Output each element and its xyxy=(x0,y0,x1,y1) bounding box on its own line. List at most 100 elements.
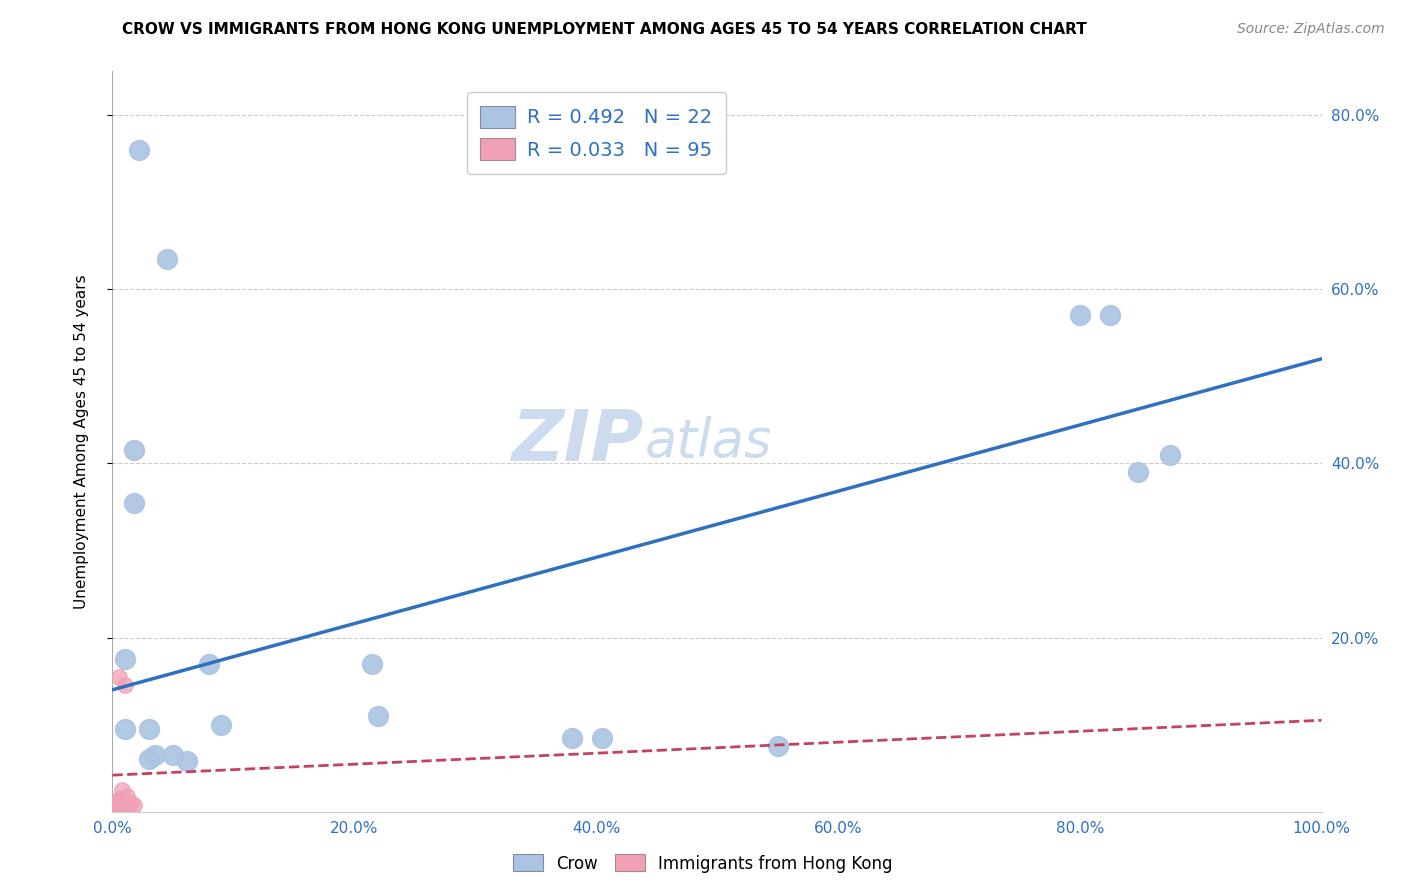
Point xyxy=(105,796,128,810)
Point xyxy=(111,797,134,812)
Point xyxy=(105,801,128,815)
Point xyxy=(107,800,129,814)
Point xyxy=(105,801,128,815)
Point xyxy=(104,803,127,817)
Point xyxy=(110,798,132,813)
Point xyxy=(591,731,613,745)
Point xyxy=(103,802,125,816)
Point xyxy=(1159,448,1181,462)
Point xyxy=(107,800,129,814)
Point xyxy=(105,802,128,816)
Point xyxy=(112,797,135,811)
Point xyxy=(105,802,128,816)
Point xyxy=(108,800,131,814)
Point xyxy=(110,798,132,813)
Point xyxy=(105,801,128,815)
Point xyxy=(1069,308,1091,322)
Point xyxy=(111,797,134,812)
Point xyxy=(122,443,145,458)
Point xyxy=(114,722,136,736)
Point xyxy=(104,803,127,817)
Point xyxy=(108,799,131,814)
Point xyxy=(367,709,389,723)
Point xyxy=(176,754,198,768)
Point xyxy=(156,252,179,266)
Point xyxy=(114,796,136,810)
Point xyxy=(1098,308,1121,322)
Point xyxy=(114,796,136,810)
Point xyxy=(361,657,384,671)
Point xyxy=(209,717,232,731)
Point xyxy=(105,802,128,816)
Point xyxy=(122,495,145,509)
Point xyxy=(105,797,128,812)
Point xyxy=(108,799,131,814)
Point xyxy=(138,752,160,766)
Point xyxy=(108,798,131,813)
Point xyxy=(114,796,136,810)
Point xyxy=(104,803,127,817)
Point xyxy=(105,801,128,815)
Point xyxy=(138,722,160,736)
Point xyxy=(112,798,135,813)
Point xyxy=(110,801,132,815)
Point xyxy=(111,783,134,797)
Text: Source: ZipAtlas.com: Source: ZipAtlas.com xyxy=(1237,22,1385,37)
Point xyxy=(108,803,131,817)
Point xyxy=(117,798,139,813)
Point xyxy=(112,799,135,814)
Point xyxy=(766,739,789,754)
Point xyxy=(105,802,128,816)
Point xyxy=(111,802,134,816)
Point xyxy=(105,800,128,814)
Point xyxy=(105,802,128,816)
Y-axis label: Unemployment Among Ages 45 to 54 years: Unemployment Among Ages 45 to 54 years xyxy=(75,274,89,609)
Point xyxy=(103,804,125,818)
Point xyxy=(115,789,138,803)
Point xyxy=(110,798,132,813)
Point xyxy=(120,796,142,810)
Point xyxy=(108,799,131,814)
Point xyxy=(103,804,125,818)
Point xyxy=(103,804,125,818)
Point xyxy=(198,657,221,671)
Point xyxy=(128,143,150,157)
Point xyxy=(104,803,127,817)
Point xyxy=(162,748,184,763)
Point xyxy=(108,799,131,814)
Point xyxy=(105,800,128,814)
Point xyxy=(110,799,132,814)
Point xyxy=(115,801,138,815)
Point xyxy=(114,678,136,692)
Point xyxy=(110,798,132,813)
Point xyxy=(112,797,135,811)
Point xyxy=(110,798,132,813)
Point xyxy=(110,798,132,813)
Point xyxy=(104,803,127,817)
Point xyxy=(143,748,166,763)
Point xyxy=(112,797,135,811)
Point xyxy=(105,802,128,816)
Point xyxy=(110,800,132,814)
Point xyxy=(112,797,135,811)
Point xyxy=(107,800,129,814)
Legend: R = 0.492   N = 22, R = 0.033   N = 95: R = 0.492 N = 22, R = 0.033 N = 95 xyxy=(467,92,725,174)
Point xyxy=(104,803,127,817)
Point xyxy=(107,791,129,805)
Point xyxy=(561,731,583,745)
Text: ZIP: ZIP xyxy=(512,407,644,476)
Point xyxy=(107,800,129,814)
Point xyxy=(1126,465,1149,479)
Point xyxy=(104,797,127,812)
Point xyxy=(105,802,128,816)
Legend: Crow, Immigrants from Hong Kong: Crow, Immigrants from Hong Kong xyxy=(506,847,900,880)
Point xyxy=(105,801,128,815)
Point xyxy=(114,801,136,815)
Point xyxy=(107,803,129,817)
Point xyxy=(114,652,136,666)
Point xyxy=(114,796,136,810)
Point xyxy=(108,799,131,814)
Point xyxy=(104,801,127,815)
Point xyxy=(114,803,136,817)
Point xyxy=(122,797,145,812)
